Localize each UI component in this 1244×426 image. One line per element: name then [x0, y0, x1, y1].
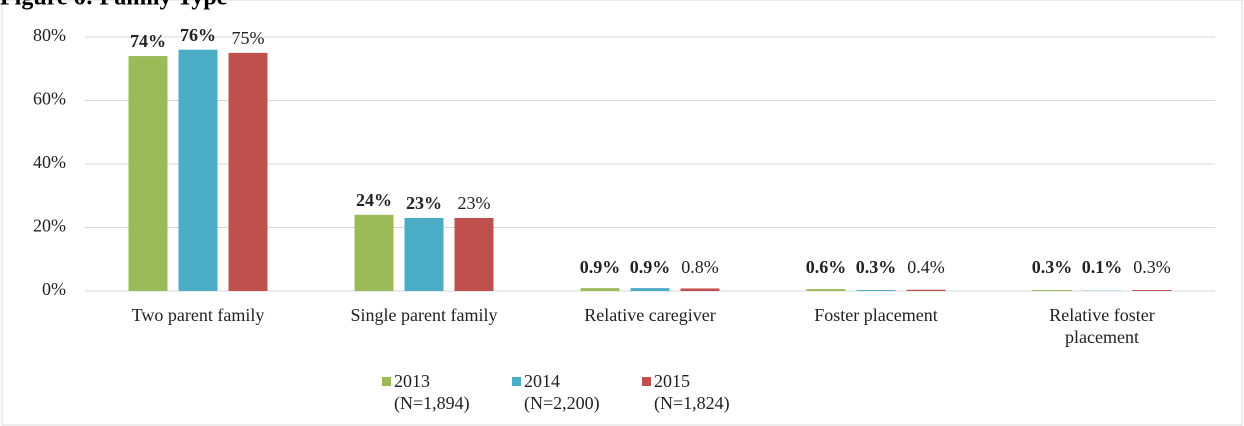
bar: [1132, 290, 1172, 291]
y-tick-label: 20%: [33, 216, 66, 236]
bar: [1032, 290, 1072, 291]
value-label: 24%: [356, 190, 392, 210]
value-label: 0.3%: [1133, 257, 1171, 277]
y-tick-label: 80%: [33, 25, 66, 45]
legend-label: 2013 (N=1,894): [394, 371, 470, 413]
x-tick-label: Two parent family: [131, 305, 265, 325]
value-label: 0.9%: [630, 257, 671, 277]
bar: [404, 217, 444, 291]
y-tick-label: 60%: [33, 89, 66, 109]
value-label: 23%: [458, 193, 491, 213]
y-tick-label: 40%: [33, 152, 66, 172]
bar: [354, 214, 394, 291]
value-label: 0.8%: [681, 257, 719, 277]
value-label: 0.1%: [1082, 257, 1123, 277]
legend-label: 2014 (N=2,200): [524, 371, 600, 413]
y-tick-label: 0%: [42, 279, 66, 299]
bar: [630, 288, 670, 291]
legend-swatch: [642, 377, 651, 386]
value-label: 75%: [232, 28, 265, 48]
bar: [178, 49, 218, 292]
bar: [454, 217, 494, 291]
value-label: 74%: [130, 31, 166, 51]
chart-title: Figure 6: Family Type: [0, 0, 228, 11]
x-tick-label: Relative foster placement: [1049, 305, 1155, 347]
value-label: 0.4%: [907, 257, 945, 277]
bar: [680, 288, 720, 291]
legend-label: 2015 (N=1,824): [654, 371, 730, 413]
value-label: 0.3%: [1032, 257, 1073, 277]
x-tick-label: Single parent family: [350, 305, 498, 325]
bar: [906, 289, 946, 291]
value-label: 76%: [180, 25, 216, 45]
legend-swatch: [512, 377, 521, 386]
bar: [128, 56, 168, 291]
legend-swatch: [382, 377, 391, 386]
bar: [228, 52, 268, 291]
x-tick-label: Foster placement: [814, 305, 938, 325]
value-label: 0.6%: [806, 257, 847, 277]
bar: [806, 289, 846, 291]
bar: [856, 290, 896, 291]
value-label: 0.3%: [856, 257, 897, 277]
value-label: 23%: [406, 193, 442, 213]
bar: [580, 288, 620, 291]
value-label: 0.9%: [580, 257, 621, 277]
x-tick-label: Relative caregiver: [584, 305, 716, 325]
